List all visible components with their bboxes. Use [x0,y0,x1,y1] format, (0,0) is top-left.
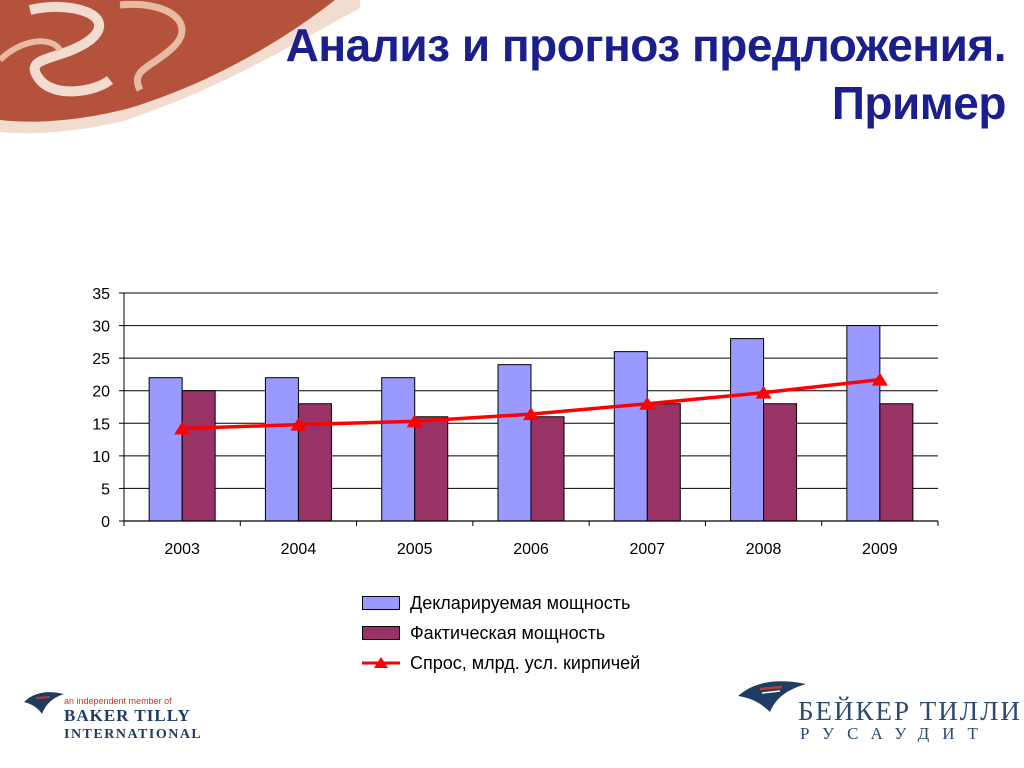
chart-legend: Декларируемая мощность Фактическая мощно… [362,588,640,678]
y-tick-label: 35 [92,286,110,303]
legend-item-declared: Декларируемая мощность [362,588,640,618]
legend-item-demand: Спрос, млрд. усл. кирпичей [362,648,640,678]
point-demand [523,407,539,421]
logo-tagline: an independent member of [64,696,172,706]
bar-declared [148,377,183,522]
bar-actual [763,403,798,522]
corner-decoration [0,0,360,134]
x-tick-label: 2003 [164,541,200,558]
slide-title-line1: Анализ и прогноз предложения. [285,19,1007,71]
bar-declared [497,364,532,522]
y-tick-label: 15 [92,416,110,433]
bar-declared [381,377,416,522]
x-tick-label: 2005 [397,541,433,558]
legend-label-actual: Фактическая мощность [410,622,606,643]
logo-brand-name: BAKER TILLY [64,706,191,725]
bar-actual [879,403,914,522]
point-demand [174,421,191,435]
point-demand [639,396,656,410]
bar-actual [414,416,449,522]
logo-brand-suffix-ru: РУСАУДИТ [800,724,991,743]
y-tick-label: 20 [92,384,110,401]
bar-declared [613,351,648,522]
x-tick-label: 2007 [629,541,665,558]
legend-swatch-declared [362,596,400,610]
legend-item-actual: Фактическая мощность [362,618,640,648]
point-demand [871,372,888,386]
x-tick-label: 2009 [862,541,898,558]
y-tick-label: 30 [92,319,110,336]
bar-declared [264,377,299,522]
point-demand [755,385,772,399]
slide-title: Анализ и прогноз предложения. Пример [285,16,1007,132]
y-tick-label: 0 [101,514,110,531]
y-tick-label: 5 [101,481,110,498]
y-tick-label: 25 [92,351,110,368]
bar-actual [646,403,681,522]
baker-tilly-rusaudit-logo: БЕЙКЕР ТИЛЛИ РУСАУДИТ [736,676,1020,748]
x-tick-label: 2008 [746,541,782,558]
baker-tilly-international-logo: an independent member of BAKER TILLY INT… [22,686,212,746]
logo-brand-suffix: INTERNATIONAL [64,727,203,742]
bar-actual [530,416,565,522]
bar-declared [730,338,765,522]
slide-title-line2: Пример [831,77,1007,129]
bird-icon [24,692,64,714]
legend-label-declared: Декларируемая мощность [410,592,631,613]
bird-icon [738,681,806,712]
bar-actual [181,390,216,522]
point-demand [290,417,307,431]
x-tick-label: 2006 [513,541,549,558]
logo-brand-name-ru: БЕЙКЕР ТИЛЛИ [798,696,1022,726]
legend-swatch-actual [362,626,400,640]
y-tick-label: 10 [92,449,110,466]
bar-declared [846,325,881,522]
legend-swatch-demand [362,657,400,668]
point-demand [406,414,423,428]
legend-label-demand: Спрос, млрд. усл. кирпичей [410,652,641,673]
x-tick-label: 2004 [281,541,317,558]
bar-actual [297,403,332,522]
